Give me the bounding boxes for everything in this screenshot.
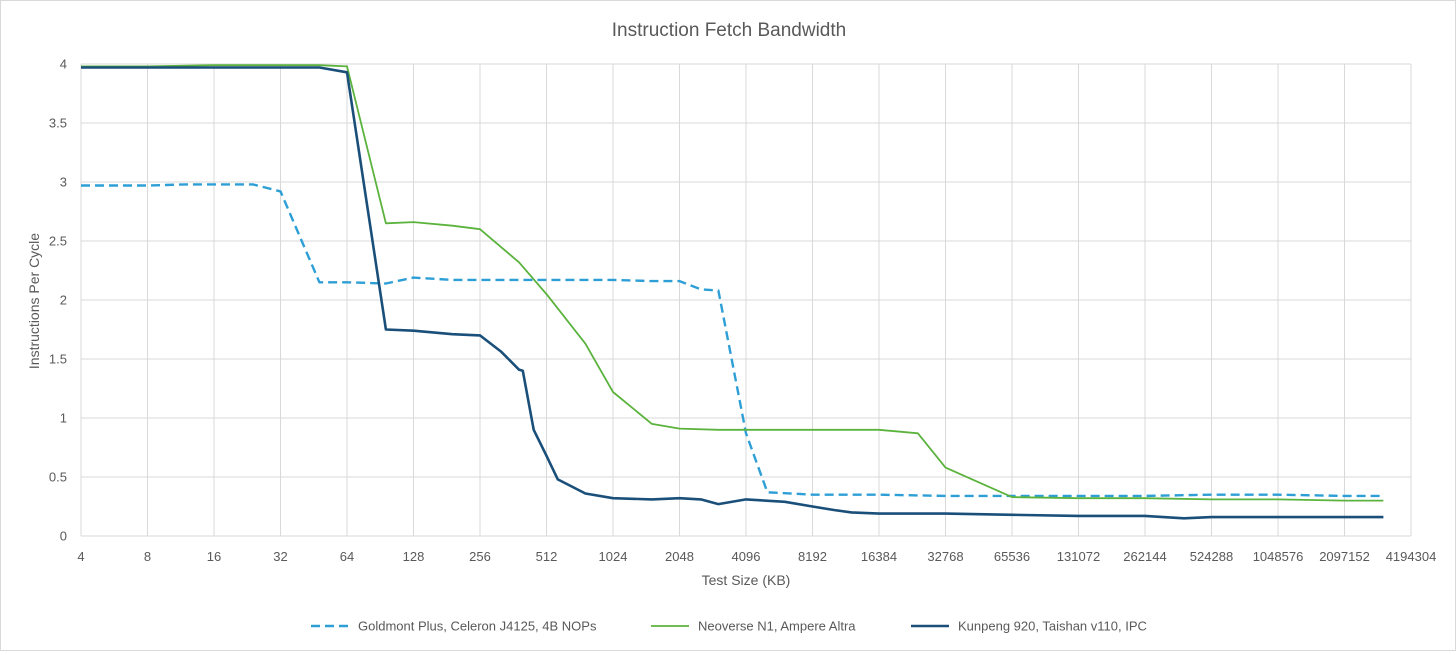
x-tick-label: 64 — [340, 549, 354, 564]
x-tick-label: 4194304 — [1386, 549, 1437, 564]
y-tick-label: 2.5 — [49, 234, 67, 249]
y-tick-label: 4 — [60, 57, 67, 72]
x-tick-label: 4 — [77, 549, 84, 564]
series-line-1 — [81, 183, 1384, 498]
y-tick-label: 2 — [60, 293, 67, 308]
legend: Goldmont Plus, Celeron J4125, 4B NOPs Neo… — [311, 619, 1147, 634]
y-tick-label: 0.5 — [49, 470, 67, 485]
x-tick-label: 65536 — [994, 549, 1030, 564]
x-tick-label: 131072 — [1057, 549, 1100, 564]
x-axis-ticks: 4 8 16 32 64 128 256 512 1024 2048 4096 8192 16384 32… — [77, 549, 1436, 564]
x-tick-label: 32768 — [927, 549, 963, 564]
y-axis-label: Instructions Per Cycle — [26, 233, 42, 369]
x-tick-label: 8192 — [798, 549, 827, 564]
series-line-2 — [81, 64, 1384, 502]
y-tick-label: 3.5 — [49, 116, 67, 131]
legend-label-1: Goldmont Plus, Celeron J4125, 4B NOPs — [358, 619, 597, 634]
legend-label-3: Kunpeng 920, Taishan v110, IPC — [958, 619, 1147, 634]
series-lines — [81, 64, 1384, 520]
x-tick-label: 1024 — [599, 549, 628, 564]
x-tick-label: 8 — [144, 549, 151, 564]
x-tick-label: 524288 — [1190, 549, 1233, 564]
x-tick-label: 1048576 — [1253, 549, 1304, 564]
x-tick-label: 256 — [469, 549, 491, 564]
x-tick-label: 32 — [273, 549, 287, 564]
y-tick-label: 3 — [60, 175, 67, 190]
gridlines — [80, 63, 1412, 537]
y-tick-label: 1.5 — [49, 352, 67, 367]
x-tick-label: 4096 — [732, 549, 761, 564]
x-tick-label: 16384 — [861, 549, 897, 564]
x-tick-label: 128 — [403, 549, 425, 564]
x-axis-label: Test Size (KB) — [702, 572, 791, 588]
series-line-3 — [81, 66, 1384, 520]
x-tick-label: 262144 — [1123, 549, 1166, 564]
y-tick-label: 1 — [60, 411, 67, 426]
x-tick-label: 2097152 — [1319, 549, 1370, 564]
y-axis-ticks: 0 0.5 1 1.5 2 2.5 3 3.5 4 — [49, 57, 67, 544]
y-tick-label: 0 — [60, 529, 67, 544]
chart-title: Instruction Fetch Bandwidth — [612, 20, 846, 41]
x-tick-label: 16 — [207, 549, 221, 564]
x-tick-label: 2048 — [665, 549, 694, 564]
legend-label-2: Neoverse N1, Ampere Altra — [698, 619, 856, 634]
x-tick-label: 512 — [536, 549, 558, 564]
